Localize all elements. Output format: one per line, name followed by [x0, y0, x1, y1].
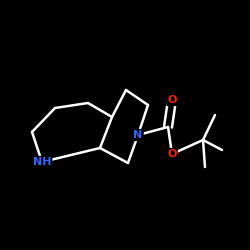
Text: NH: NH [33, 157, 51, 167]
Text: N: N [134, 130, 142, 140]
Text: O: O [167, 95, 177, 105]
Text: O: O [167, 149, 177, 159]
